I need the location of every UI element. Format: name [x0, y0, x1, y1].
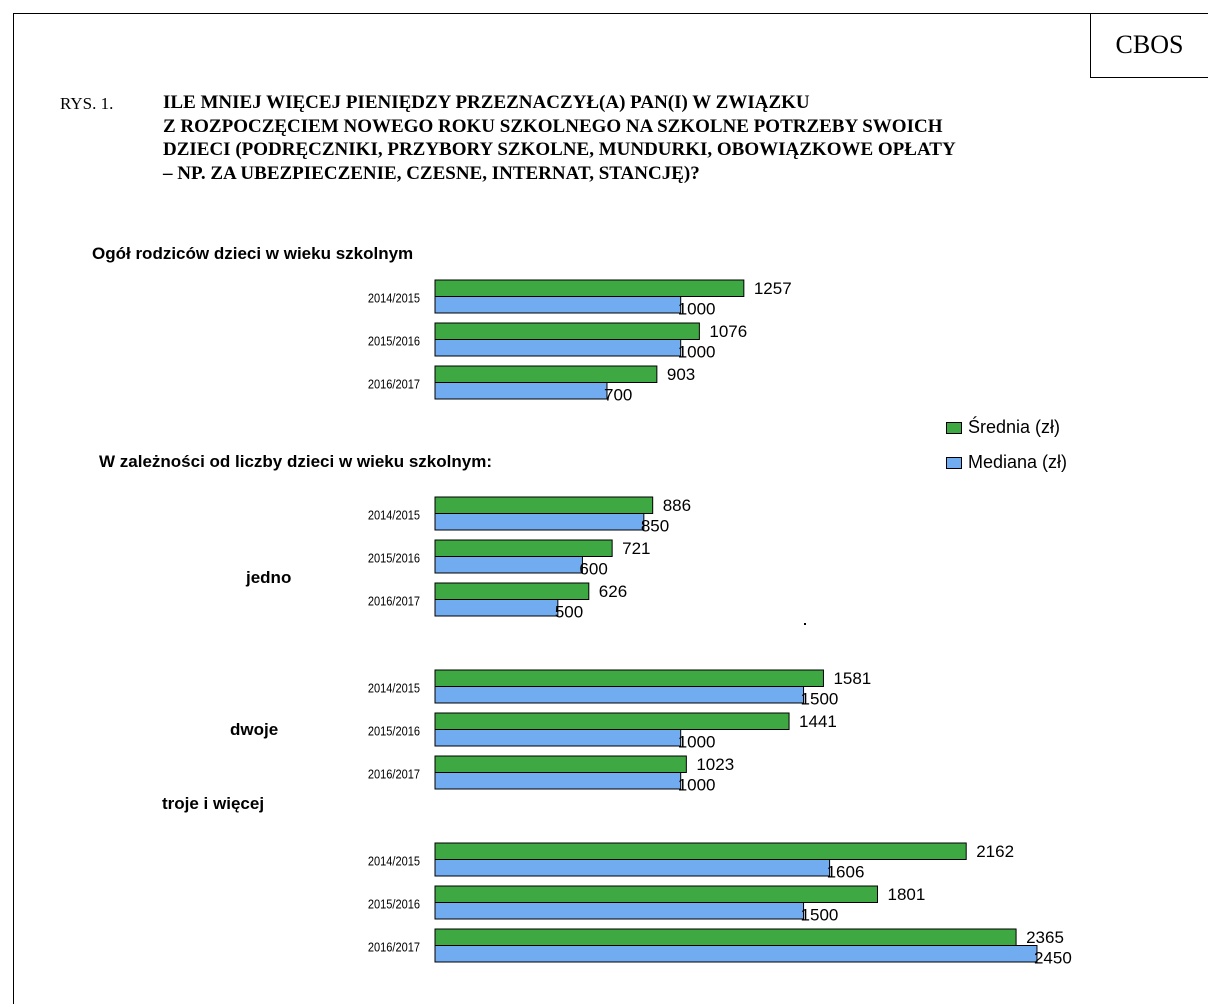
data-label-mediana: 1000: [678, 733, 716, 752]
data-label-srednia: 886: [663, 496, 691, 515]
data-label-srednia: 1581: [833, 669, 871, 688]
tick-label: 2015/2016: [368, 897, 420, 912]
data-label-mediana: 850: [641, 517, 669, 536]
bar-srednia: [434, 842, 967, 860]
tick-label: 2015/2016: [368, 334, 420, 349]
data-label-srednia: 903: [667, 365, 695, 384]
bar-mediana: [434, 556, 583, 574]
bar-mediana: [434, 772, 682, 790]
tick-label: 2015/2016: [368, 724, 420, 739]
bar-mediana: [434, 513, 645, 531]
data-label-mediana: 600: [579, 560, 607, 579]
tick-label: 2014/2015: [368, 508, 420, 523]
group-label-troje: troje i więcej: [162, 794, 265, 813]
data-label-mediana: 1606: [827, 863, 865, 882]
data-label-srednia: 721: [622, 539, 650, 558]
bar-mediana: [434, 859, 831, 877]
data-label-srednia: 2365: [1026, 928, 1064, 947]
legend-item-srednia: Średnia (zł): [946, 417, 1060, 438]
tick-label: 2016/2017: [368, 940, 420, 955]
group-label-dwoje: dwoje: [230, 720, 279, 739]
bar-srednia: [434, 322, 700, 340]
data-label-mediana: 1000: [678, 776, 716, 795]
group-label-jedno: jedno: [246, 568, 292, 587]
bar-srednia: [434, 365, 658, 383]
tick-label: 2015/2016: [368, 551, 420, 566]
tick-label: 2016/2017: [368, 377, 420, 392]
bar-srednia: [434, 928, 1017, 946]
bar-srednia: [434, 885, 879, 903]
data-label-srednia: 1076: [709, 322, 747, 341]
data-label-srednia: 2162: [976, 842, 1014, 861]
bar-mediana: [434, 686, 805, 704]
bar-mediana: [434, 902, 805, 920]
bar-srednia: [434, 669, 824, 687]
data-label-srednia: 1257: [754, 279, 792, 298]
data-label-srednia: 1441: [799, 712, 837, 731]
bar-srednia: [434, 582, 590, 600]
data-label-mediana: 700: [604, 386, 632, 405]
tick-label: 2014/2015: [368, 291, 420, 306]
data-label-mediana: 1500: [801, 906, 839, 925]
tick-label: 2014/2015: [368, 854, 420, 869]
figure-label: RYS. 1.: [60, 94, 114, 113]
section-heading-by-children: W zależności od liczby dzieci w wieku sz…: [99, 452, 492, 471]
brand-box: CBOS: [1090, 13, 1208, 78]
legend-label-srednia: Średnia (zł): [968, 417, 1061, 437]
legend-item-mediana: Mediana (zł): [946, 452, 1067, 473]
bar-srednia: [434, 755, 687, 773]
bar-mediana: [434, 296, 682, 314]
question-line: DZIECI (PODRĘCZNIKI, PRZYBORY SZKOLNE, M…: [163, 139, 956, 160]
figure-frame: [13, 13, 1208, 1004]
bar-mediana: [434, 945, 1038, 963]
question-line: ILE MNIEJ WIĘCEJ PIENIĘDZY PRZEZNACZYŁ(A…: [163, 92, 810, 113]
data-label-mediana: 1000: [678, 343, 716, 362]
question-line: – NP. ZA UBEZPIECZENIE, CZESNE, INTERNAT…: [163, 162, 700, 184]
data-label-mediana: 1500: [801, 690, 839, 709]
legend-label-mediana: Mediana (zł): [968, 452, 1068, 472]
legend-swatch-srednia: [946, 421, 962, 434]
question-text: ILE MNIEJ WIĘCEJ PIENIĘDZY PRZEZNACZYŁ(A…: [163, 91, 1163, 185]
bar-srednia: [434, 279, 745, 297]
data-label-mediana: 500: [555, 603, 583, 622]
question-line: Z ROZPOCZĘCIEM NOWEGO ROKU SZKOLNEGO NA …: [163, 115, 943, 137]
data-label-srednia: 1023: [696, 755, 734, 774]
bar-srednia: [434, 496, 654, 514]
legend-swatch-mediana: [946, 456, 962, 469]
bar-mediana: [434, 339, 682, 357]
bar-mediana: [434, 599, 559, 617]
data-label-mediana: 1000: [678, 300, 716, 319]
bar-mediana: [434, 382, 608, 400]
tick-label: 2016/2017: [368, 767, 420, 782]
bar-srednia: [434, 712, 790, 730]
bar-srednia: [434, 539, 613, 557]
tick-label: 2016/2017: [368, 594, 420, 609]
data-label-srednia: 626: [599, 582, 627, 601]
data-label-mediana: 2450: [1034, 949, 1072, 968]
section-heading-overall: Ogół rodziców dzieci w wieku szkolnym: [92, 244, 414, 263]
bar-mediana: [434, 729, 682, 747]
tick-label: 2014/2015: [368, 681, 420, 696]
stray-dot: [804, 623, 806, 625]
data-label-srednia: 1801: [888, 885, 926, 904]
